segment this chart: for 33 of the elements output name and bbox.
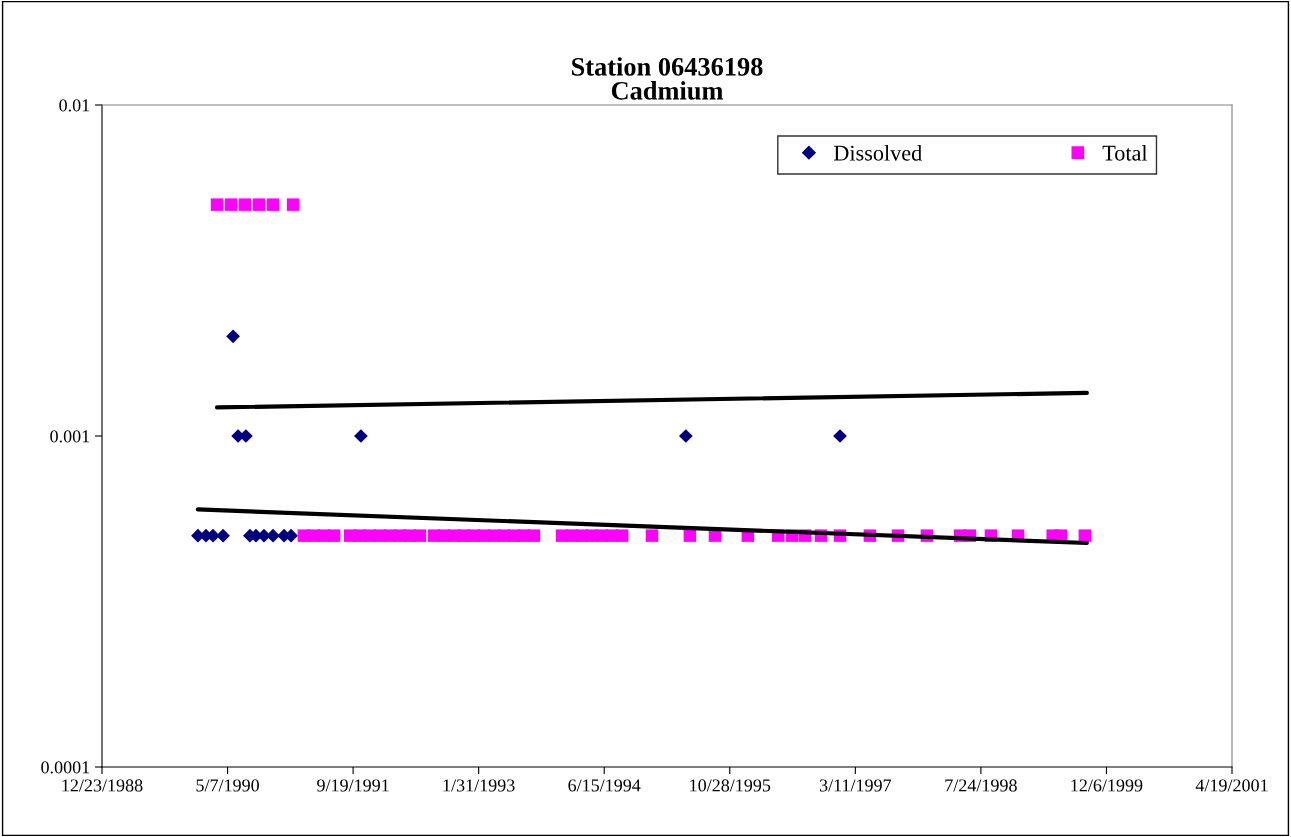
chart-title: Station 06436198 Cadmium [572,57,763,100]
point [238,198,252,211]
x-tick-label: 9/19/1991 [317,779,389,792]
legend-label: Total [1102,145,1148,161]
legend-label: Dissolved [834,145,922,161]
x-tick-label: 7/24/1998 [945,779,1017,792]
point [615,529,629,542]
point [266,528,280,543]
point [216,528,230,543]
x-tick-label: 4/19/2001 [1195,779,1268,792]
x-tick-label: 12/23/1988 [62,779,143,792]
y-tick-label: 0.0001 [41,761,90,774]
x-tick-label: 6/15/1994 [568,779,641,792]
point [527,529,541,542]
point [252,198,266,211]
y-tick-label: 0.001 [50,430,90,443]
point [210,198,224,211]
point [683,529,697,542]
point [678,429,693,443]
point [286,198,300,211]
point [226,329,240,344]
point [224,198,238,211]
point [1078,529,1092,542]
x-tick-label: 12/6/1999 [1071,779,1143,792]
x-tick-label: 5/7/1990 [196,779,259,792]
x-tick-label: 1/31/1993 [443,779,515,792]
x-tick-label: 3/11/1997 [819,779,892,792]
y-tick-label: 0.01 [59,99,90,112]
point [327,529,341,542]
point [266,198,280,211]
point [413,529,427,542]
x-tick-label: 10/28/1995 [690,779,771,792]
point [645,529,659,542]
